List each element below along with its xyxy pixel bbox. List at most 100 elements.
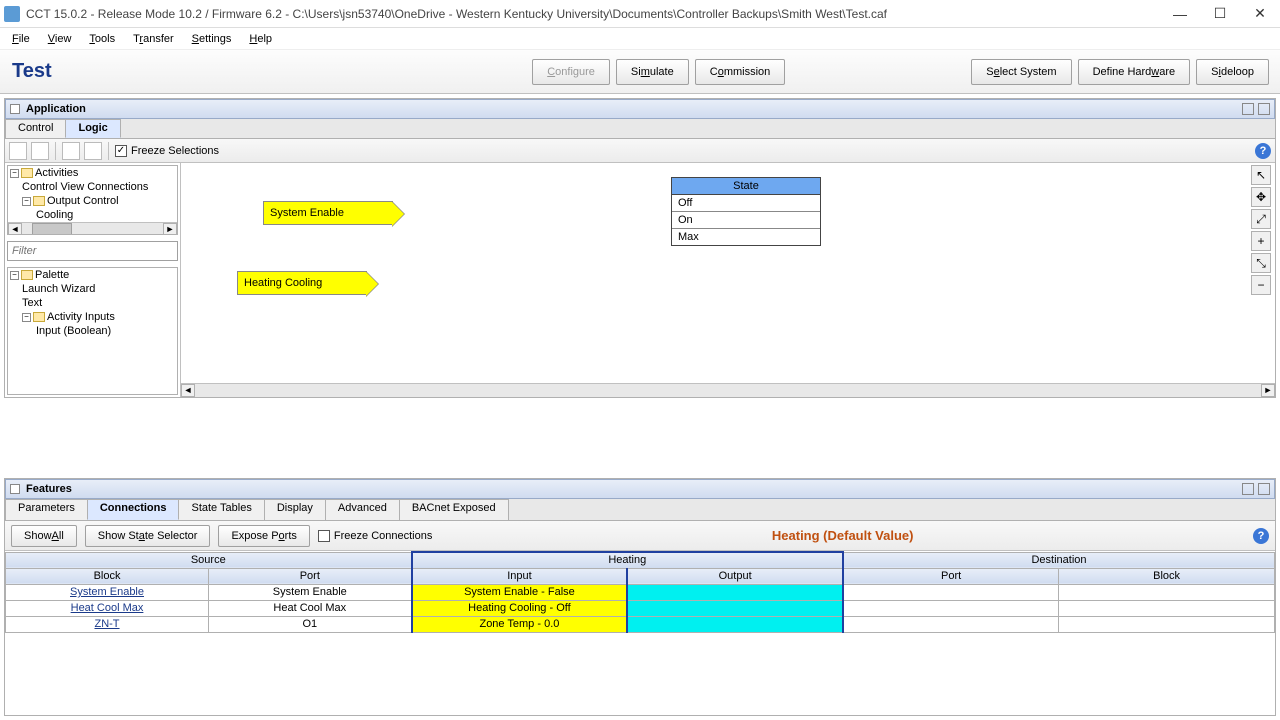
cell-input[interactable]: Heating Cooling - Off (412, 600, 628, 616)
palette-tree[interactable]: −Palette Launch Wizard Text −Activity In… (7, 267, 178, 395)
tree-hscroll[interactable]: ◄► (8, 222, 177, 235)
state-row-off[interactable]: Off (672, 195, 820, 212)
app-tabbar: Control Logic (5, 119, 1275, 139)
application-header: Application (5, 99, 1275, 119)
find-icon[interactable] (31, 142, 49, 160)
cell-input[interactable]: System Enable - False (412, 584, 628, 600)
define-hardware-button[interactable]: Define Hardware (1078, 59, 1191, 85)
menu-help[interactable]: Help (241, 31, 280, 47)
col-group-heating: Heating (412, 552, 843, 568)
tab-parameters[interactable]: Parameters (5, 499, 88, 520)
tool-a-icon[interactable] (62, 142, 80, 160)
block-heating-cooling[interactable]: Heating Cooling (237, 271, 367, 295)
tool-b-icon[interactable] (84, 142, 102, 160)
col-block2[interactable]: Block (1059, 568, 1275, 584)
tree-output-control[interactable]: Output Control (47, 195, 119, 207)
tab-control[interactable]: Control (5, 119, 66, 138)
tab-state-tables[interactable]: State Tables (178, 499, 264, 520)
zoom-tool-icon[interactable]: ⤢ (1251, 209, 1271, 229)
table-row[interactable]: ZN-T O1 Zone Temp - 0.0 (6, 616, 1275, 632)
zoom-out-icon[interactable]: − (1251, 275, 1271, 295)
zoom-in-icon[interactable]: + (1251, 231, 1271, 251)
table-row[interactable]: Heat Cool Max Heat Cool Max Heating Cool… (6, 600, 1275, 616)
select-system-button[interactable]: Select System (971, 59, 1071, 85)
minimize-button[interactable]: — (1160, 0, 1200, 28)
help-icon[interactable]: ? (1255, 143, 1271, 159)
features-toolbar: Show All Show State Selector Expose Port… (5, 521, 1275, 551)
panel-restore-icon[interactable] (1242, 483, 1254, 495)
cell-output[interactable] (627, 584, 843, 600)
logic-toolstrip: ✓ Freeze Selections ? (5, 139, 1275, 163)
table-row[interactable]: System Enable System Enable System Enabl… (6, 584, 1275, 600)
cell-output[interactable] (627, 616, 843, 632)
menubar: File View Tools Transfer Settings Help (0, 28, 1280, 50)
filter-box (7, 241, 178, 261)
pointer-tool-icon[interactable]: ↖ (1251, 165, 1271, 185)
tree-cvc[interactable]: Control View Connections (22, 181, 148, 193)
pan-tool-icon[interactable]: ✥ (1251, 187, 1271, 207)
tab-display[interactable]: Display (264, 499, 326, 520)
window-title: CCT 15.0.2 - Release Mode 10.2 / Firmwar… (26, 7, 1160, 21)
help-icon[interactable]: ? (1253, 528, 1269, 544)
panel-max-icon[interactable] (1258, 483, 1270, 495)
col-port[interactable]: Port (209, 568, 412, 584)
tree-activities[interactable]: Activities (35, 167, 78, 179)
tree-input-boolean[interactable]: Input (Boolean) (36, 325, 111, 337)
fit-icon[interactable]: ⤡ (1251, 253, 1271, 273)
app-icon (4, 6, 20, 22)
tab-bacnet[interactable]: BACnet Exposed (399, 499, 509, 520)
menu-tools[interactable]: Tools (81, 31, 123, 47)
commission-button[interactable]: Commission (695, 59, 786, 85)
tree-activity-inputs[interactable]: Activity Inputs (47, 311, 115, 323)
cell-block2 (1059, 600, 1275, 616)
tree-launch-wizard[interactable]: Launch Wizard (22, 283, 95, 295)
state-table[interactable]: State Off On Max (671, 177, 821, 246)
col-output[interactable]: Output (627, 568, 843, 584)
sideloop-button[interactable]: Sideloop (1196, 59, 1269, 85)
simulate-button[interactable]: Simulate (616, 59, 689, 85)
panel-icon (10, 104, 20, 114)
col-block[interactable]: Block (6, 568, 209, 584)
show-all-button[interactable]: Show All (11, 525, 77, 547)
menu-settings[interactable]: Settings (184, 31, 240, 47)
col-input[interactable]: Input (412, 568, 628, 584)
tree-text[interactable]: Text (22, 297, 42, 309)
freeze-connections-checkbox[interactable]: Freeze Connections (318, 530, 432, 542)
canvas-hscroll[interactable]: ◄► (181, 383, 1275, 397)
features-header: Features (5, 479, 1275, 499)
filter-input[interactable] (7, 241, 178, 261)
maximize-button[interactable]: ☐ (1200, 0, 1240, 28)
tab-connections[interactable]: Connections (87, 499, 180, 520)
panel-restore-icon[interactable] (1242, 103, 1254, 115)
activities-tree[interactable]: −Activities Control View Connections −Ou… (7, 165, 178, 235)
show-state-selector-button[interactable]: Show State Selector (85, 525, 211, 547)
state-row-on[interactable]: On (672, 212, 820, 229)
freeze-selections-checkbox[interactable]: ✓ Freeze Selections (115, 145, 219, 157)
close-button[interactable]: ✕ (1240, 0, 1280, 28)
workspace: −Activities Control View Connections −Ou… (5, 163, 1275, 397)
cell-block[interactable]: Heat Cool Max (71, 602, 144, 614)
expose-ports-button[interactable]: Expose Ports (218, 525, 309, 547)
canvas-tools: ↖ ✥ ⤢ + ⤡ − (1251, 165, 1273, 297)
block-system-enable[interactable]: System Enable (263, 201, 393, 225)
tab-advanced[interactable]: Advanced (325, 499, 400, 520)
menu-view[interactable]: View (40, 31, 80, 47)
tree-palette[interactable]: Palette (35, 269, 69, 281)
panel-max-icon[interactable] (1258, 103, 1270, 115)
menu-transfer[interactable]: Transfer (125, 31, 182, 47)
cell-block[interactable]: ZN-T (94, 618, 119, 630)
print-icon[interactable] (9, 142, 27, 160)
cell-block2 (1059, 616, 1275, 632)
tree-cooling[interactable]: Cooling (36, 209, 73, 221)
main-toolbar: Test Configure Simulate Commission Selec… (0, 50, 1280, 94)
configure-button[interactable]: Configure (532, 59, 610, 85)
col-port2[interactable]: Port (843, 568, 1059, 584)
cell-input[interactable]: Zone Temp - 0.0 (412, 616, 628, 632)
tab-logic[interactable]: Logic (65, 119, 120, 138)
titlebar: CCT 15.0.2 - Release Mode 10.2 / Firmwar… (0, 0, 1280, 28)
menu-file[interactable]: File (4, 31, 38, 47)
state-row-max[interactable]: Max (672, 229, 820, 245)
cell-block[interactable]: System Enable (70, 586, 144, 598)
cell-output[interactable] (627, 600, 843, 616)
logic-canvas[interactable]: System Enable Heating Cooling State Off … (181, 163, 1275, 397)
